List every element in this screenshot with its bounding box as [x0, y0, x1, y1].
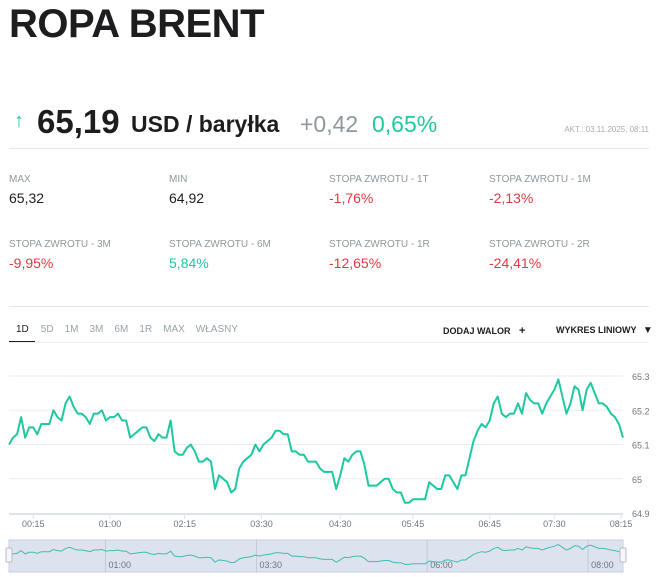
add-instrument-button[interactable]: DODAJ WALOR +: [443, 325, 525, 337]
y-tick-label: 65.2: [632, 406, 650, 416]
x-tick-label: 07:30: [543, 519, 566, 529]
stat-value: 5,84%: [169, 255, 209, 271]
navigator-handle[interactable]: [5, 547, 13, 563]
triangle-down-icon: ▼: [642, 325, 653, 336]
stat-value: 65,32: [9, 190, 45, 206]
tab-3m[interactable]: 3M: [89, 324, 104, 335]
y-tick-label: 65.3: [632, 372, 650, 382]
price-change: +0,42: [300, 111, 359, 137]
y-tick-label: 65.1: [632, 441, 650, 451]
chart-type-label: WYKRES LINIOWY: [556, 325, 637, 335]
stat-item: STOPA ZWROTU - 3M -9,95%: [9, 239, 159, 271]
stat-label: STOPA ZWROTU - 6M: [169, 239, 271, 250]
tab-max[interactable]: MAX: [163, 324, 185, 335]
tab-1m[interactable]: 1M: [64, 324, 79, 335]
arrow-up-icon: ↑: [14, 110, 24, 132]
navigator-label: 01:00: [108, 560, 131, 570]
stat-label: MAX: [9, 174, 31, 185]
update-timestamp: AKT.: 03.11.2025, 08:11: [564, 125, 649, 134]
chart-type-dropdown[interactable]: WYKRES LINIOWY ▼: [556, 325, 653, 336]
stat-label: STOPA ZWROTU - 1R: [329, 239, 430, 250]
tab-1r[interactable]: 1R: [139, 324, 153, 335]
page-title: ROPA BRENT: [9, 2, 265, 46]
add-instrument-label: DODAJ WALOR: [443, 326, 511, 336]
price-chart[interactable]: 65.3 65.2 65.1 65 64.9 00:15 01:00 02:15 03:30 04…: [0, 350, 667, 577]
x-tick-label: 01:00: [99, 519, 122, 529]
y-tick-label: 64.9: [632, 509, 650, 519]
x-tick-label: 02:15: [173, 519, 196, 529]
y-tick-label: 65: [632, 475, 642, 485]
stat-value: -1,76%: [329, 190, 374, 206]
current-price: 65,19: [37, 103, 120, 140]
price-unit: USD / baryłka: [131, 111, 280, 137]
plus-icon: +: [519, 325, 526, 337]
stat-value: -24,41%: [489, 255, 542, 271]
tab-własny[interactable]: WŁASNY: [195, 324, 239, 335]
stat-value: -12,65%: [329, 255, 382, 271]
price-change-percent: 0,65%: [372, 111, 438, 137]
x-tick-label: 03:30: [250, 519, 273, 529]
tab-6m[interactable]: 6M: [114, 324, 129, 335]
stat-item: STOPA ZWROTU - 1R -12,65%: [329, 239, 479, 271]
stat-item: STOPA ZWROTU - 1T -1,76%: [329, 174, 479, 206]
price-line: [8, 378, 624, 504]
navigator-window: [8, 539, 624, 573]
navigator-label: 03:30: [260, 560, 283, 570]
tab-5d[interactable]: 5D: [40, 324, 54, 335]
divider: [9, 342, 649, 343]
x-tick-label: 05:45: [402, 519, 425, 529]
stat-value: -2,13%: [489, 190, 534, 206]
x-tick-label: 06:45: [478, 519, 501, 529]
stat-label: STOPA ZWROTU - 1T: [329, 174, 429, 185]
x-tick-label: 08:15: [610, 519, 633, 529]
stat-label: STOPA ZWROTU - 1M: [489, 174, 591, 185]
navigator-label: 06:00: [430, 560, 453, 570]
divider: [9, 306, 649, 307]
stat-label: MIN: [169, 174, 188, 185]
stat-item: MAX 65,32: [9, 174, 159, 206]
navigator-line: [8, 543, 624, 565]
stat-value: -9,95%: [9, 255, 54, 271]
stat-item: MIN 64,92: [169, 174, 319, 206]
navigator-label: 08:00: [591, 560, 614, 570]
navigator-handle[interactable]: [619, 547, 627, 563]
stat-item: STOPA ZWROTU - 1M -2,13%: [489, 174, 639, 206]
x-tick-label: 00:15: [22, 519, 45, 529]
divider: [9, 148, 649, 149]
range-tabs: 1D 5D 1M 3M 6M 1R MAX WŁASNY: [9, 324, 243, 343]
stat-item: STOPA ZWROTU - 6M 5,84%: [169, 239, 319, 271]
tab-1d[interactable]: 1D: [9, 324, 35, 343]
stat-value: 64,92: [169, 190, 205, 206]
stat-label: STOPA ZWROTU - 3M: [9, 239, 111, 250]
stat-label: STOPA ZWROTU - 2R: [489, 239, 590, 250]
stat-item: STOPA ZWROTU - 2R -24,41%: [489, 239, 639, 271]
x-tick-label: 04:30: [329, 519, 352, 529]
